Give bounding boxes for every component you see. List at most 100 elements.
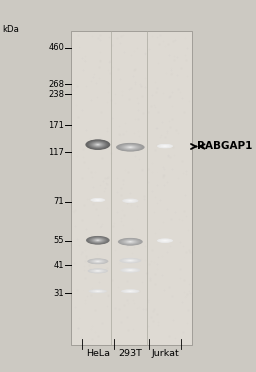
Ellipse shape	[161, 145, 169, 147]
Ellipse shape	[164, 146, 166, 147]
Ellipse shape	[89, 237, 107, 244]
Ellipse shape	[128, 260, 133, 261]
Ellipse shape	[97, 240, 99, 241]
Ellipse shape	[124, 269, 137, 272]
Text: 238: 238	[48, 90, 64, 99]
Ellipse shape	[87, 259, 108, 264]
Ellipse shape	[127, 200, 134, 202]
Ellipse shape	[126, 260, 134, 262]
Ellipse shape	[120, 144, 141, 150]
Ellipse shape	[125, 146, 135, 149]
Ellipse shape	[94, 291, 102, 292]
Ellipse shape	[159, 144, 171, 148]
Ellipse shape	[127, 200, 133, 202]
Ellipse shape	[95, 239, 100, 241]
Ellipse shape	[160, 145, 170, 148]
Ellipse shape	[96, 199, 100, 201]
Ellipse shape	[122, 289, 138, 293]
Ellipse shape	[126, 240, 135, 243]
Text: 460: 460	[48, 43, 64, 52]
Ellipse shape	[92, 238, 104, 243]
Ellipse shape	[93, 199, 103, 201]
Ellipse shape	[128, 291, 133, 292]
Ellipse shape	[86, 140, 109, 150]
Ellipse shape	[163, 240, 167, 241]
Ellipse shape	[122, 268, 139, 272]
Text: 41: 41	[54, 261, 64, 270]
Ellipse shape	[89, 269, 106, 273]
Ellipse shape	[89, 259, 107, 264]
Ellipse shape	[125, 269, 135, 272]
Ellipse shape	[127, 241, 134, 243]
Ellipse shape	[89, 237, 106, 243]
Ellipse shape	[159, 145, 171, 148]
Ellipse shape	[129, 241, 132, 242]
Ellipse shape	[96, 270, 100, 272]
Ellipse shape	[89, 289, 107, 293]
Ellipse shape	[94, 143, 101, 146]
Ellipse shape	[164, 240, 166, 241]
Ellipse shape	[96, 144, 100, 145]
Ellipse shape	[128, 270, 133, 271]
Ellipse shape	[124, 290, 136, 292]
Ellipse shape	[95, 199, 101, 201]
Ellipse shape	[93, 238, 103, 242]
Ellipse shape	[90, 269, 106, 273]
Ellipse shape	[127, 260, 133, 262]
Text: 117: 117	[48, 148, 64, 157]
Ellipse shape	[121, 144, 140, 150]
Ellipse shape	[162, 240, 168, 241]
Ellipse shape	[126, 200, 134, 202]
Ellipse shape	[94, 291, 101, 292]
Ellipse shape	[91, 259, 105, 263]
Ellipse shape	[94, 239, 102, 242]
Ellipse shape	[126, 269, 135, 271]
Ellipse shape	[90, 237, 105, 243]
Ellipse shape	[163, 240, 167, 241]
Ellipse shape	[123, 259, 137, 262]
Text: kDa: kDa	[3, 25, 19, 34]
Ellipse shape	[126, 146, 134, 148]
Ellipse shape	[120, 238, 141, 245]
Text: Jurkat: Jurkat	[151, 349, 179, 358]
Ellipse shape	[92, 290, 104, 292]
Ellipse shape	[93, 270, 103, 272]
Text: 71: 71	[54, 197, 64, 206]
Ellipse shape	[129, 260, 132, 261]
Ellipse shape	[93, 260, 102, 263]
Ellipse shape	[159, 239, 171, 242]
Ellipse shape	[158, 144, 172, 148]
Ellipse shape	[121, 239, 140, 245]
Ellipse shape	[95, 291, 101, 292]
Ellipse shape	[130, 241, 131, 242]
Ellipse shape	[122, 199, 138, 203]
Ellipse shape	[161, 240, 169, 242]
Ellipse shape	[128, 200, 133, 201]
Ellipse shape	[160, 239, 170, 242]
Ellipse shape	[128, 147, 132, 148]
Ellipse shape	[90, 198, 105, 202]
Ellipse shape	[121, 268, 140, 272]
Ellipse shape	[93, 199, 102, 201]
Ellipse shape	[129, 291, 132, 292]
Ellipse shape	[88, 269, 108, 273]
Ellipse shape	[157, 144, 173, 148]
Ellipse shape	[121, 258, 140, 263]
Ellipse shape	[125, 240, 136, 243]
Ellipse shape	[91, 198, 105, 202]
Ellipse shape	[95, 144, 101, 146]
Ellipse shape	[123, 290, 138, 293]
Text: 268: 268	[48, 80, 64, 89]
Ellipse shape	[97, 261, 99, 262]
Ellipse shape	[162, 145, 168, 147]
Ellipse shape	[122, 145, 138, 150]
Ellipse shape	[96, 261, 99, 262]
Ellipse shape	[125, 199, 135, 202]
Ellipse shape	[96, 291, 100, 292]
Ellipse shape	[91, 198, 104, 202]
Ellipse shape	[162, 145, 168, 147]
Ellipse shape	[95, 260, 101, 262]
Ellipse shape	[163, 145, 167, 147]
Ellipse shape	[125, 290, 136, 292]
Bar	[71, 31, 192, 345]
